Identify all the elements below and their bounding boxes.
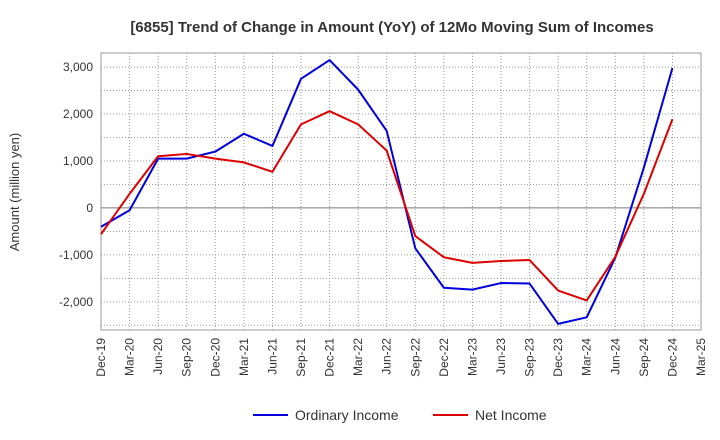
x-tick-label: Sep-24 [637, 338, 651, 377]
x-tick-label: Mar-25 [694, 338, 708, 376]
plot-border [100, 52, 702, 331]
x-tick-label: Jun-20 [151, 338, 165, 375]
chart-title: [6855] Trend of Change in Amount (YoY) o… [130, 19, 653, 36]
legend-label: Net Income [475, 407, 547, 423]
y-axis-title: Amount (million yen) [7, 133, 22, 252]
x-tick-label: Sep-21 [294, 338, 308, 377]
y-tick-label: 3,000 [63, 60, 93, 74]
y-tick-label: 2,000 [63, 107, 93, 121]
y-tick-label: -1,000 [59, 248, 93, 262]
x-tick-label: Jun-21 [265, 338, 279, 375]
x-tick-label: Mar-21 [237, 338, 251, 376]
y-tick-label: 1,000 [63, 154, 93, 168]
x-tick-label: Sep-23 [523, 338, 537, 377]
grid [101, 53, 701, 330]
x-tick-label: Dec-22 [437, 338, 451, 377]
x-tick-label: Jun-22 [380, 338, 394, 375]
y-tick-label: 0 [86, 201, 93, 215]
x-tick-label: Mar-20 [123, 338, 137, 376]
x-tick-label: Mar-24 [580, 338, 594, 376]
legend: Ordinary Income Net Income [253, 407, 547, 423]
y-axis-ticks: -2,000 -1,000 0 1,000 2,000 3,000 [59, 60, 93, 309]
series-lines [100, 59, 674, 325]
legend-label: Ordinary Income [295, 407, 399, 423]
x-tick-label: Dec-24 [665, 338, 679, 377]
x-tick-label: Jun-23 [494, 338, 508, 375]
x-tick-label: Dec-19 [94, 338, 108, 377]
x-tick-label: Dec-20 [208, 338, 222, 377]
x-axis-ticks: Dec-19 Mar-20 Jun-20 Sep-20 Dec-20 Mar-21 Jun-… [94, 338, 708, 377]
x-tick-label: Jun-24 [608, 338, 622, 375]
y-tick-label: -2,000 [59, 295, 93, 309]
x-tick-label: Mar-22 [351, 338, 365, 376]
x-tick-label: Dec-21 [323, 338, 337, 377]
series-line [100, 110, 674, 302]
x-tick-label: Sep-22 [408, 338, 422, 377]
x-tick-label: Sep-20 [180, 338, 194, 377]
x-tick-label: Dec-23 [551, 338, 565, 377]
x-tick-label: Mar-23 [465, 338, 479, 376]
